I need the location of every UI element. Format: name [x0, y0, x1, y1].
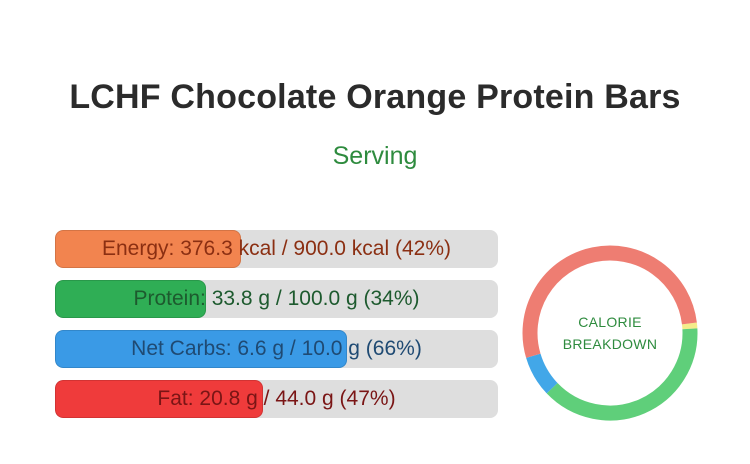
donut-center-label-line-1: CALORIE	[578, 314, 642, 330]
calorie-breakdown-donut: CALORIE BREAKDOWN	[521, 244, 699, 422]
nutrient-bar-list: Energy: 376.3 kcal / 900.0 kcal (42%) Pr…	[55, 230, 498, 430]
donut-center-label: CALORIE BREAKDOWN	[521, 244, 699, 422]
fat-bar-fill	[55, 380, 264, 418]
page-title: LCHF Chocolate Orange Protein Bars	[69, 78, 681, 116]
net-carbs-bar-fill	[55, 330, 348, 368]
protein-bar: Protein: 33.8 g / 100.0 g (34%)	[55, 280, 498, 318]
donut-slice-fat	[522, 245, 697, 358]
energy-bar-fill	[55, 230, 242, 268]
donut-center-label-line-2: BREAKDOWN	[562, 336, 658, 352]
donut-slice-net-carbs	[526, 353, 558, 394]
protein-bar-label: Protein: 33.8 g / 100.0 g (34%)	[133, 287, 420, 310]
fat-bar: Fat: 20.8 g / 44.0 g (47%)	[55, 380, 498, 418]
net-carbs-bar-label: Net Carbs: 6.6 g / 10.0 g (66%)	[131, 337, 422, 360]
energy-bar: Energy: 376.3 kcal / 900.0 kcal (42%)	[55, 230, 498, 268]
net-carbs-bar: Net Carbs: 6.6 g / 10.0 g (66%)	[55, 330, 498, 368]
fat-bar-label: Fat: 20.8 g / 44.0 g (47%)	[157, 387, 396, 410]
protein-bar-fill	[55, 280, 206, 318]
donut-slice-protein	[546, 328, 698, 421]
serving-label: Serving	[332, 142, 418, 170]
energy-bar-label: Energy: 376.3 kcal / 900.0 kcal (42%)	[101, 237, 452, 260]
donut-chart	[522, 245, 698, 421]
